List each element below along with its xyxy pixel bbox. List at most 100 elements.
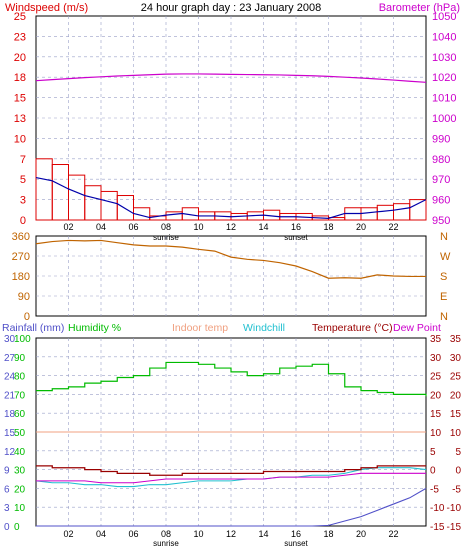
dir-tick-label: 180 — [12, 271, 30, 283]
rain-tick-label: 6 — [4, 484, 10, 495]
sunset-marker-top: sunset — [284, 233, 308, 242]
humidity-line — [36, 361, 427, 397]
rainfall-label: Rainfall (mm) — [2, 322, 64, 334]
wind-tick-label: 18 — [14, 72, 26, 84]
x-tick-label: 06 — [128, 222, 138, 232]
baro-tick-label: 1010 — [432, 93, 456, 105]
temp-tick-label-left: -5 — [430, 484, 439, 495]
x-tick-label: 20 — [356, 529, 366, 539]
rain-tick-label: 27 — [4, 353, 16, 364]
x-tick-label: 02 — [63, 222, 73, 232]
rain-tick-label: 12 — [4, 447, 16, 458]
windchill-label: Windchill — [243, 322, 285, 334]
x-tick-label: 16 — [291, 529, 301, 539]
humidity-tick-label: 0 — [14, 522, 20, 533]
temp-tick-label-right: -5 — [452, 484, 461, 495]
x-tick-label: 16 — [291, 222, 301, 232]
wind-tick-label: 10 — [14, 133, 26, 145]
temperature-line — [36, 465, 426, 476]
x-tick-label: 22 — [388, 222, 398, 232]
rainfall-line — [36, 487, 427, 527]
humidity-tick-label: 30 — [14, 466, 26, 477]
x-tick-label: 12 — [226, 222, 236, 232]
compass-tick-label: N — [440, 231, 448, 243]
barometer-line — [35, 73, 427, 83]
baro-tick-label: 1000 — [432, 113, 456, 125]
dir-tick-label: 90 — [18, 291, 30, 303]
temp-tick-label-left: 0 — [430, 466, 436, 477]
compass-tick-label: S — [440, 271, 447, 283]
humidity-tick-label: 100 — [14, 334, 31, 345]
wind-tick-label: 20 — [14, 52, 26, 64]
temp-tick-label-left: 5 — [430, 447, 436, 458]
wind-average-line — [35, 176, 427, 219]
baro-tick-label: 980 — [432, 154, 450, 166]
x-tick-label: 10 — [193, 529, 203, 539]
dewpoint-label: Dew Point — [393, 322, 441, 334]
wind-axis-label: Windspeed (m/s) — [5, 2, 88, 14]
temp-tick-label-right: 0 — [455, 466, 461, 477]
x-tick-label: 14 — [258, 222, 268, 232]
chart-title: 24 hour graph day : 23 January 2008 — [141, 2, 321, 14]
compass-tick-label: W — [440, 251, 451, 263]
wind-tick-label: 25 — [14, 11, 26, 23]
baro-tick-label: 1040 — [432, 31, 456, 43]
temp-tick-label-left: 10 — [430, 428, 442, 439]
wind-tick-label: 23 — [14, 31, 26, 43]
baro-tick-label: 950 — [432, 215, 450, 227]
sunrise-marker-top: sunrise — [153, 233, 179, 242]
temp-tick-label-right: -15 — [447, 522, 462, 533]
temp-tick-label-right: 15 — [450, 409, 462, 420]
temp-tick-label-right: 10 — [450, 428, 462, 439]
x-tick-label: 10 — [193, 222, 203, 232]
x-tick-label: 08 — [161, 529, 171, 539]
dewpoint-line — [36, 472, 426, 484]
x-tick-label: 20 — [356, 222, 366, 232]
temp-tick-label-left: 15 — [430, 409, 442, 420]
temp-tick-label-left: 30 — [430, 353, 442, 364]
baro-tick-label: 960 — [432, 195, 450, 207]
humidity-tick-label: 20 — [14, 484, 26, 495]
wind-tick-label: 15 — [14, 93, 26, 105]
temp-tick-label-left: -15 — [430, 522, 445, 533]
sunrise-marker-bottom: sunrise — [153, 539, 179, 548]
temp-tick-label-right: 30 — [450, 353, 462, 364]
baro-tick-label: 1030 — [432, 52, 456, 64]
baro-tick-label: 970 — [432, 174, 450, 186]
x-tick-label: 18 — [323, 222, 333, 232]
rain-tick-label: 21 — [4, 390, 16, 401]
dir-tick-label: 270 — [12, 251, 30, 263]
series-lines — [35, 73, 427, 527]
x-tick-label: 14 — [258, 529, 268, 539]
indoor-temp-label: Indoor temp — [172, 322, 228, 334]
rain-tick-label: 9 — [4, 466, 10, 477]
x-tick-label: 22 — [388, 529, 398, 539]
x-tick-label: 04 — [96, 222, 106, 232]
rain-tick-label: 0 — [4, 522, 10, 533]
baro-axis-label: Barometer (hPa) — [379, 2, 460, 14]
baro-tick-label: 1020 — [432, 72, 456, 84]
humidity-tick-label: 10 — [14, 503, 26, 514]
x-tick-label: 12 — [226, 529, 236, 539]
compass-tick-label: E — [440, 291, 447, 303]
rain-tick-label: 30 — [4, 334, 16, 345]
rain-tick-label: 24 — [4, 372, 16, 383]
temp-tick-label-left: 35 — [430, 334, 442, 345]
rain-tick-label: 18 — [4, 409, 16, 420]
x-tick-label: 04 — [96, 529, 106, 539]
wind-tick-label: 7 — [20, 154, 26, 166]
wind-tick-label: 3 — [20, 195, 26, 207]
baro-tick-label: 1050 — [432, 11, 456, 23]
x-tick-label: 06 — [128, 529, 138, 539]
wind-tick-label: 0 — [20, 215, 26, 227]
temp-tick-label-right: 5 — [455, 447, 461, 458]
rain-tick-label: 15 — [4, 428, 16, 439]
temp-tick-label-left: 20 — [430, 390, 442, 401]
wind-tick-label: 13 — [14, 113, 26, 125]
temp-tick-label-right: 25 — [450, 372, 462, 383]
temp-tick-label-left: -10 — [430, 503, 445, 514]
dir-tick-label: 0 — [24, 311, 30, 323]
wind-tick-label: 5 — [20, 174, 26, 186]
humidity-tick-label: 70 — [14, 390, 26, 401]
